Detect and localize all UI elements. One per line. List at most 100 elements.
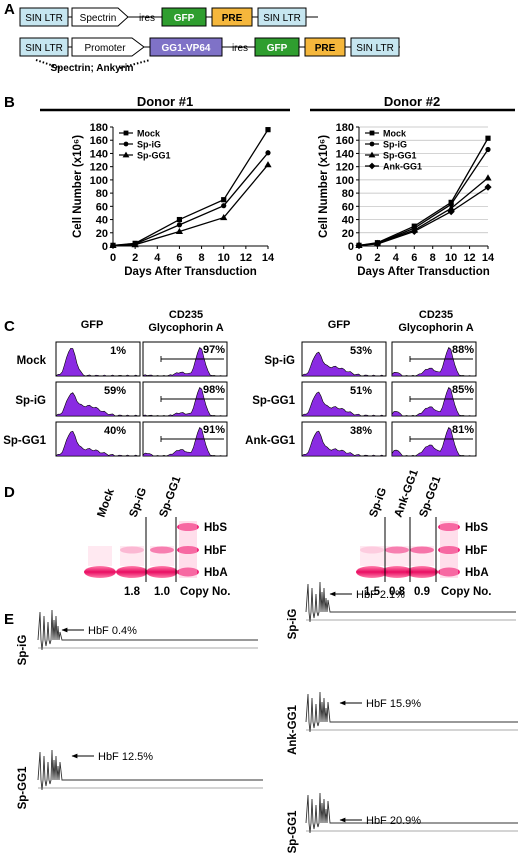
legend-marker	[368, 162, 376, 170]
hbf-annotation: HbF 12.5%	[98, 751, 153, 763]
hbf-annotation: HbF 0.4%	[88, 625, 137, 637]
data-point-mock	[485, 135, 491, 141]
promoter-dotted-bracket	[35, 59, 151, 69]
y-tick-label: 60	[342, 201, 354, 213]
x-tick-label: 14	[262, 252, 275, 264]
hba-band	[406, 566, 438, 578]
promoter-label: Promoter	[84, 43, 126, 54]
legend-marker	[368, 151, 376, 158]
y-tick-label: 80	[96, 188, 108, 200]
gpa-histogram	[142, 347, 228, 377]
y-tick-label: 120	[336, 162, 354, 174]
y-tick-label: 0	[102, 241, 108, 253]
y-tick-label: 100	[90, 175, 108, 187]
copy-number-label: Copy No.	[180, 586, 230, 598]
gfp-percent: 53%	[350, 345, 372, 357]
x-tick-label: 2	[132, 252, 138, 264]
y-tick-label: 120	[90, 162, 108, 174]
gel-smear	[120, 546, 144, 566]
gfp-percent: 40%	[104, 425, 126, 437]
histogram-header-gfp: GFP	[328, 319, 351, 331]
data-point-sp-gg1	[484, 174, 492, 181]
data-point-sp-ig	[265, 150, 271, 156]
gate-bracket	[409, 436, 473, 442]
std-hba-band	[438, 567, 460, 577]
data-point-sp-gg1	[447, 204, 455, 211]
gpa-histogram	[142, 426, 228, 457]
y-tick-label: 20	[96, 228, 108, 240]
panel-d: D Mock Sp-iG 1.8 Sp-GG1 1.0 HbS HbF HbA Copy No.…	[4, 468, 491, 598]
gel-lane-label: Ank-GG1	[393, 468, 422, 520]
legend-marker	[123, 141, 129, 147]
gel-lane-label: Sp-GG1	[418, 474, 444, 519]
gg1-vp64-label: GG1-VP64	[162, 43, 211, 54]
data-point-ank-gg1	[373, 240, 382, 248]
panel-d-letter: D	[4, 484, 15, 501]
data-point-ank-gg1	[447, 208, 455, 216]
legend-marker	[369, 130, 375, 136]
gfp-box	[254, 37, 300, 57]
data-point-ank-gg1	[410, 227, 418, 236]
sin-ltr-label: SIN LTR	[263, 13, 301, 24]
sin-ltr-box	[19, 7, 69, 27]
copy-number: 1.0	[154, 586, 170, 598]
gfp-label: GFP	[174, 13, 195, 24]
y-tick-label: 140	[336, 148, 354, 160]
spectrin-promoter-arrow	[71, 7, 129, 27]
gpa-histogram	[391, 346, 477, 377]
y-tick-label: 0	[348, 241, 354, 253]
x-tick-label: 12	[463, 252, 475, 264]
data-point-sp-gg1	[264, 161, 272, 168]
panel-b-letter: B	[4, 94, 15, 111]
spectrin-label: Spectrin	[80, 13, 117, 24]
panel-b: B Donor #1 Donor #2 02040608010012014016…	[4, 94, 515, 278]
gfp-percent: 51%	[350, 385, 372, 397]
hbf-annotation: HbF 2.1%	[356, 589, 405, 601]
hplc-trace	[305, 691, 518, 733]
series-line-sp-gg1	[112, 164, 269, 246]
gate-bracket	[160, 396, 224, 402]
promoter-note: Spectrin; Ankyrin	[51, 63, 134, 74]
band-label-hbf: HbF	[204, 545, 226, 557]
gpa-histogram	[391, 386, 477, 417]
x-axis-label: Days After Transduction	[357, 266, 490, 278]
band-label-hbs: HbS	[204, 522, 227, 534]
y-tick-label: 60	[96, 201, 108, 213]
gfp-box	[161, 7, 207, 27]
y-tick-label: 180	[336, 122, 354, 134]
histogram-header-glycophorin: Glycophorin A	[398, 322, 473, 334]
hba-band	[356, 566, 388, 578]
histogram-header-glycophorin: Glycophorin A	[148, 322, 223, 334]
pre-box	[304, 37, 346, 57]
hbf-band	[385, 546, 409, 554]
gpa-percent: 88%	[452, 344, 474, 356]
histogram-row-label: Sp-iG	[264, 355, 295, 367]
x-tick-label: 10	[218, 252, 230, 264]
x-tick-label: 0	[110, 252, 116, 264]
data-point-mock	[221, 197, 227, 203]
data-point-sp-gg1	[109, 241, 117, 248]
chart-title: Donor #1	[137, 94, 193, 109]
series-line-sp-ig	[358, 149, 489, 246]
legend-marker	[123, 130, 129, 136]
y-tick-label: 40	[342, 215, 354, 227]
sin-ltr-label: SIN LTR	[356, 43, 394, 54]
data-point-mock	[265, 127, 271, 133]
hbf-band	[410, 546, 434, 554]
x-tick-label: 4	[154, 252, 161, 264]
pre-box	[211, 7, 253, 27]
copy-number-label: Copy No.	[441, 586, 491, 598]
gfp-percent: 59%	[104, 385, 126, 397]
gfp-histogram	[55, 347, 140, 377]
gpa-percent: 85%	[452, 384, 474, 396]
hba-band	[116, 566, 148, 578]
data-point-sp-ig	[176, 222, 183, 228]
chart-title: Donor #2	[384, 94, 440, 109]
histogram-row-label: Mock	[17, 355, 47, 367]
promoter-arrow	[71, 37, 145, 57]
y-tick-label: 80	[342, 188, 354, 200]
histogram-row-label: Sp-GG1	[3, 435, 46, 447]
y-axis-label: Cell Number (x10⁶)	[72, 135, 84, 238]
gpa-percent: 91%	[203, 424, 225, 436]
sin-ltr-label: SIN LTR	[25, 43, 63, 54]
